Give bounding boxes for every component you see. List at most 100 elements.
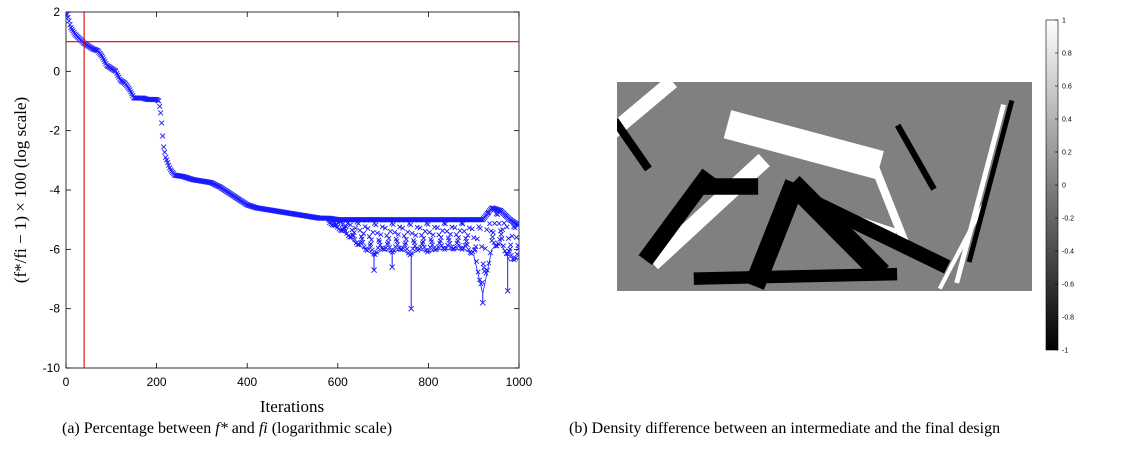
density-difference-heatmap: 1 0.8 0.6 0.4 0.2 0 -0.2 -0.4 -0.6 -0.8 -1 [617,18,1074,355]
data-point-marker [469,226,475,232]
caption-a-middle: and [227,420,259,437]
data-point-marker [458,220,464,226]
negative-density-strut [617,118,652,172]
data-point-marker [514,251,519,257]
data-point-marker [413,232,419,238]
data-point-marker [474,236,480,242]
data-point-marker [473,244,479,250]
data-point-marker [493,211,499,217]
data-point-marker [500,243,506,249]
data-point-marker [485,210,491,216]
data-point-marker [398,217,404,223]
axis-ticks: 0 200 400 600 800 1000 -10 -8 -6 -4 -2 0 2 [43,5,533,389]
data-point-marker [465,232,471,238]
y-tick-label: -4 [49,183,60,197]
data-point-marker [373,222,379,228]
negative-density-strut [894,123,937,191]
data-point-marker [395,231,401,238]
colorbar-tick-label: 1 [1062,18,1066,25]
data-point-marker [452,225,458,231]
data-point-marker [344,230,350,237]
data-point-marker [335,220,341,226]
data-point-marker [460,221,466,227]
data-point-marker [160,144,167,150]
data-point-marker [358,240,364,246]
data-point-marker [422,228,428,234]
colorbar-tick-label: -0.4 [1062,249,1074,256]
data-point-marker [501,220,507,226]
colorbar-tick-label: 0.6 [1062,84,1072,91]
data-point-marker [416,217,422,223]
data-point-marker [439,243,445,249]
data-point-marker [466,225,472,231]
negative-density-strut [693,267,898,285]
data-series [66,12,519,312]
colorbar-tick-label: 0 [1062,183,1066,190]
data-point-marker [66,18,72,24]
data-point-marker [155,98,162,104]
data-point-marker [362,224,368,230]
data-point-marker [378,232,384,238]
negative-density-strut [638,168,716,265]
data-point-marker [441,220,447,226]
data-point-marker [504,224,510,230]
data-point-marker [387,244,393,251]
data-point-marker [353,225,359,231]
data-point-marker [429,242,435,248]
data-point-marker [487,250,493,256]
data-point-marker [158,120,165,126]
data-point-marker [343,224,349,230]
data-point-marker [389,264,396,271]
data-point-marker [374,230,380,236]
data-point-marker [159,133,166,139]
y-tick-label: 2 [53,5,60,19]
data-point-marker [515,222,519,228]
data-point-marker [363,217,369,223]
y-tick-label: -10 [43,361,61,375]
data-point-marker [461,228,467,234]
data-point-marker [337,218,343,224]
data-point-marker [438,234,444,240]
data-point-marker [371,251,377,257]
data-point-marker [403,236,409,242]
data-point-marker [508,252,514,258]
data-point-marker [157,110,164,116]
data-point-marker [487,221,493,227]
data-point-marker [404,246,410,252]
caption-a-fstar: f* [215,420,228,437]
data-point-marker [400,225,406,231]
caption-a-prefix: (a) Percentage between [62,420,216,437]
y-tick-label: -6 [49,242,60,256]
y-tick-label: 0 [53,64,60,78]
data-point-marker [508,242,514,248]
data-point-marker [140,95,146,101]
x-tick-label: 0 [63,375,70,389]
data-point-marker [381,217,387,223]
data-point-marker [440,228,446,234]
positive-density-strut [868,160,913,255]
data-point-marker [401,233,407,239]
data-point-marker [351,230,357,236]
data-point-marker [338,218,344,224]
data-point-marker [368,237,375,243]
data-point-marker [464,242,470,248]
data-point-marker [345,220,351,226]
data-point-marker [365,225,371,232]
data-point-marker [477,225,483,231]
data-point-marker [327,217,333,223]
data-point-marker [371,267,377,274]
data-point-marker [477,216,484,223]
data-point-marker [395,241,401,247]
data-point-marker [513,234,519,240]
data-point-marker [66,14,71,20]
data-point-marker [484,227,490,233]
positive-density-strut [954,104,1006,284]
negative-density-strut [966,99,1015,263]
data-point-marker [347,222,354,228]
data-point-marker [426,229,433,235]
x-tick-label: 800 [418,375,438,389]
data-point-marker [425,221,431,227]
colorbar-tick-label: -1 [1062,348,1068,355]
x-axis-label: Iterations [260,397,324,416]
data-point-marker [392,229,398,235]
